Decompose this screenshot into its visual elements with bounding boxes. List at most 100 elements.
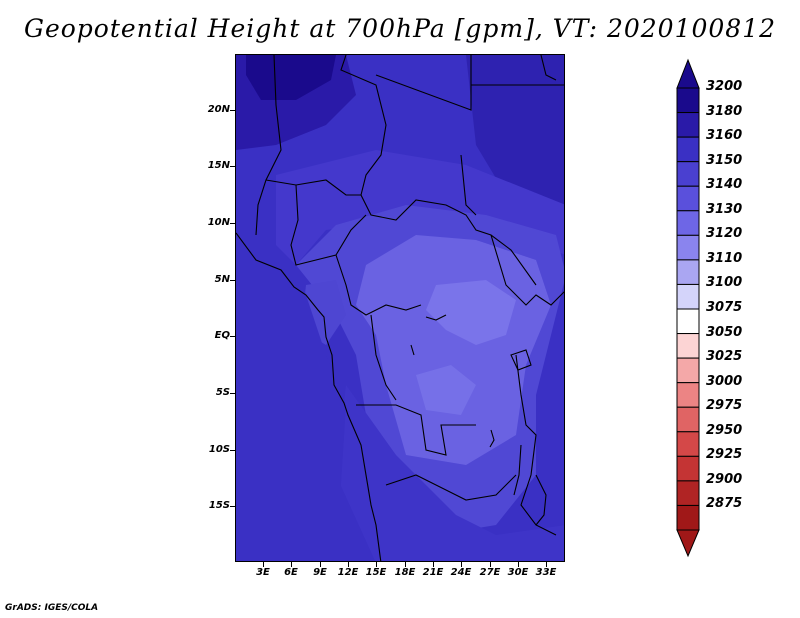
colorbar-level-label: 2975	[706, 398, 743, 414]
lat-label-20n: 20N	[207, 104, 230, 115]
border-south-sudan	[490, 234, 564, 306]
lon-tick	[461, 562, 462, 567]
colorbar-level-label: 3200	[706, 79, 743, 94]
border-niger-nigeria	[265, 179, 361, 196]
colorbar-top-arrow	[676, 58, 700, 89]
border-zambia	[385, 474, 517, 501]
lon-label-24e: 24E	[450, 567, 472, 578]
lake-tanganyika	[513, 444, 522, 496]
lon-tick	[320, 562, 321, 567]
colorbar-segment	[676, 333, 700, 359]
lon-tick	[518, 562, 519, 567]
colorbar-segment	[676, 455, 700, 482]
colorbar-segment	[676, 382, 700, 408]
lat-tick	[230, 393, 235, 394]
lat-tick	[230, 166, 235, 167]
field-3120-patch-a	[426, 280, 516, 345]
congo-river-a	[425, 314, 447, 321]
colorbar-level-label: 2875	[706, 496, 743, 512]
colorbar-level-label: 3120	[706, 226, 743, 242]
lat-label-15s: 15S	[208, 500, 230, 511]
colorbar-level-label: 3150	[706, 152, 743, 168]
lon-tick	[348, 562, 349, 567]
colorbar-level-label: 3100	[706, 275, 743, 291]
lon-tick	[376, 562, 377, 567]
lon-label-6e: 6E	[284, 567, 298, 578]
field-3150-south	[336, 385, 564, 561]
colorbar-level-label: 3160	[706, 128, 743, 144]
lake-segment	[489, 429, 495, 448]
lon-label-18e: 18E	[394, 567, 416, 578]
grads-credit: GrADS: IGES/COLA	[5, 603, 99, 613]
map-plot-area	[235, 54, 565, 562]
border-east	[515, 354, 557, 536]
colorbar-segment	[676, 210, 700, 236]
colorbar-level-label: 3180	[706, 103, 743, 119]
colorbar-segment	[676, 136, 700, 163]
colorbar-level-label: 3050	[706, 324, 743, 340]
border-chad-sudan	[460, 154, 477, 216]
lat-tick	[230, 506, 235, 507]
colorbar-segment	[676, 283, 700, 310]
lat-label-10s: 10S	[208, 444, 230, 455]
field-3170	[466, 55, 564, 205]
colorbar-segment	[676, 431, 700, 457]
lon-tick	[291, 562, 292, 567]
lon-tick	[546, 562, 547, 567]
colorbar-level-label: 3025	[706, 349, 743, 365]
colorbar-segment	[676, 504, 700, 531]
colorbar-level-label: 3075	[706, 300, 743, 315]
colorbar-segment	[676, 259, 700, 285]
colorbar-level-label: 3130	[706, 201, 743, 217]
lon-tick	[263, 562, 264, 567]
colorbar-segment	[676, 161, 700, 187]
lon-label-15e: 15E	[365, 567, 387, 578]
lon-label-33e: 33E	[535, 567, 557, 578]
lake-malawi	[535, 474, 547, 526]
lat-label-15n: 15N	[207, 160, 230, 171]
coastlines-borders	[236, 55, 564, 561]
colorbar-segment	[676, 480, 700, 506]
field-3200	[246, 55, 336, 100]
border-congo	[370, 314, 397, 401]
colorbar-segment	[676, 112, 700, 138]
lat-tick	[230, 336, 235, 337]
colorbar-segments	[676, 87, 700, 531]
lon-tick	[433, 562, 434, 567]
lat-tick	[230, 280, 235, 281]
colorbar-graphic	[676, 58, 700, 558]
lon-label-30e: 30E	[507, 567, 529, 578]
colorbar-level-label: 3110	[706, 250, 743, 266]
border-libya-egypt	[375, 55, 472, 111]
chart-title: Geopotential Height at 700hPa [gpm], VT:…	[23, 14, 777, 43]
colorbar-level-label: 2950	[706, 422, 743, 438]
lat-label-eq: EQ	[214, 330, 230, 341]
lon-label-12e: 12E	[337, 567, 359, 578]
lon-tick	[490, 562, 491, 567]
colorbar-segment	[676, 308, 700, 335]
lat-label-10n: 10N	[207, 217, 230, 228]
border-west	[255, 55, 282, 236]
border-drc-angola	[356, 404, 476, 456]
colorbar-segment	[676, 87, 700, 114]
red-sea-coast	[540, 55, 557, 81]
colorbar-bottom-arrow	[676, 529, 700, 558]
colorbar-level-label: 2900	[706, 471, 743, 487]
colorbar-segment	[676, 406, 700, 433]
lon-tick	[405, 562, 406, 567]
lon-label-9e: 9E	[313, 567, 327, 578]
lat-tick	[230, 110, 235, 111]
border-nigeria-cameroon	[290, 184, 367, 266]
field-atlantic	[236, 265, 346, 561]
lake-victoria	[510, 349, 532, 371]
border-car	[335, 254, 422, 316]
lat-label-5n: 5N	[214, 274, 230, 285]
field-3120-patch-b	[416, 365, 476, 415]
lat-tick	[230, 223, 235, 224]
lon-label-27e: 27E	[479, 567, 501, 578]
lon-label-3e: 3E	[256, 567, 270, 578]
border-sahel	[340, 55, 537, 286]
geopotential-field	[236, 55, 564, 561]
lat-tick	[230, 450, 235, 451]
west-africa-coastline	[236, 232, 382, 561]
